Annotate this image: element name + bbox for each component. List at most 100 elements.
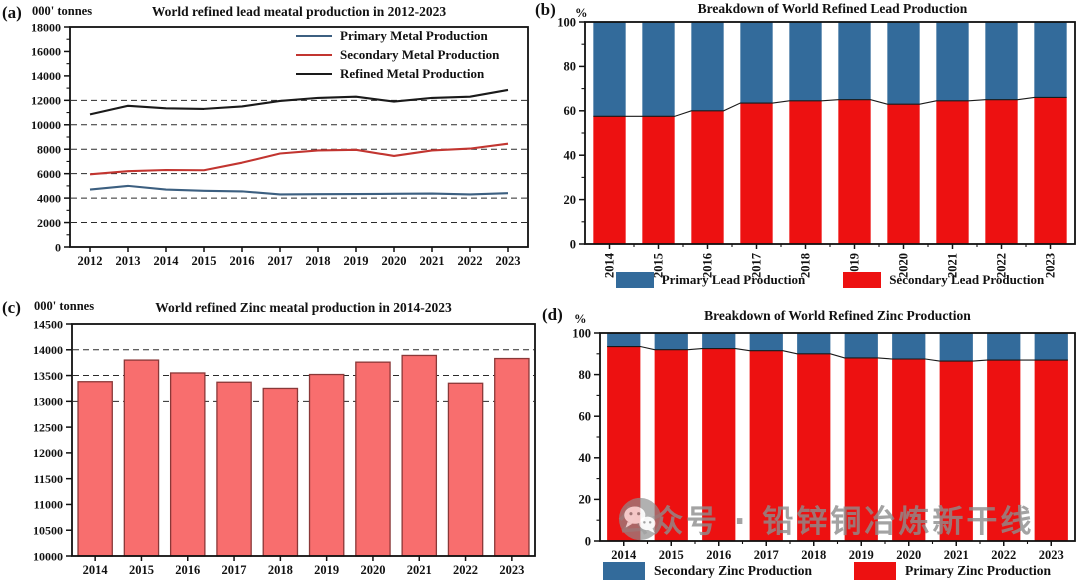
chart-d-legend: Secondary Zinc Production Primary Zinc P… (576, 562, 1078, 580)
bar (77, 381, 113, 557)
svg-text:2014: 2014 (154, 254, 180, 268)
svg-text:6000: 6000 (37, 167, 61, 181)
bar-top-segment (797, 333, 831, 354)
bar-bottom-segment (887, 104, 920, 244)
svg-text:2023: 2023 (1044, 253, 1058, 278)
svg-text:2016: 2016 (230, 254, 255, 268)
legend-color-swatch (602, 562, 645, 580)
svg-text:0: 0 (55, 240, 61, 254)
svg-text:2016: 2016 (175, 563, 200, 577)
bar-top-segment (749, 333, 783, 351)
series-line (89, 184, 509, 196)
svg-text:2021: 2021 (946, 253, 960, 278)
bar (401, 354, 438, 557)
svg-text:2017: 2017 (750, 253, 764, 278)
y-axis-unit-label: 000' tonnes (34, 299, 95, 313)
bar-bottom-segment (593, 116, 626, 244)
svg-text:2018: 2018 (268, 563, 293, 577)
bars (77, 354, 530, 557)
y-axis-unit-label: % (575, 6, 588, 20)
bar-top-segment (702, 333, 736, 349)
svg-text:2014: 2014 (83, 563, 109, 577)
bar-bottom-segment (702, 348, 736, 541)
bar (447, 382, 484, 557)
axis-frame: 10000 10500 11000 11500 12000 12500 13000 13500… (33, 317, 536, 577)
svg-text:80: 80 (579, 368, 592, 382)
svg-text:2022: 2022 (991, 548, 1016, 562)
svg-text:2022: 2022 (995, 253, 1009, 278)
y-axis-unit-label: 000' tonnes (32, 4, 93, 18)
svg-text:2013: 2013 (116, 254, 141, 268)
svg-text:18000: 18000 (31, 20, 61, 34)
panel-tag: (c) (2, 298, 21, 317)
svg-text:40: 40 (579, 451, 592, 465)
svg-text:11500: 11500 (34, 472, 63, 486)
svg-text:2020: 2020 (897, 253, 911, 278)
svg-text:2000: 2000 (37, 216, 61, 230)
chart-title: Breakdown of World Refined Lead Producti… (697, 1, 968, 16)
axis-frame: 0 20 40 60 80 100 2014 2015 2016 2017 2018 2019 2020… (557, 15, 1076, 278)
svg-text:2015: 2015 (129, 563, 154, 577)
svg-text:2018: 2018 (306, 254, 331, 268)
svg-text:2017: 2017 (222, 563, 247, 577)
panel-tag: (a) (2, 3, 22, 22)
series-line (89, 88, 509, 116)
bar-bottom-segment (987, 360, 1021, 541)
chart-title: World refined Zinc meatal production in … (155, 300, 452, 315)
svg-text:2023: 2023 (496, 254, 521, 268)
bar-chart: 10000 10500 11000 11500 12000 12500 13000 13500… (33, 317, 536, 577)
svg-text:10000: 10000 (31, 118, 61, 132)
svg-text:2023: 2023 (1039, 548, 1064, 562)
svg-text:2015: 2015 (652, 253, 666, 278)
svg-text:2021: 2021 (407, 563, 432, 577)
legend-item: Secondary Metal Production (296, 47, 499, 63)
svg-text:2019: 2019 (314, 563, 339, 577)
svg-text:4000: 4000 (37, 191, 61, 205)
svg-text:100: 100 (557, 15, 576, 29)
bar-top-segment (642, 22, 675, 117)
legend-label: Primary Lead Production (661, 272, 806, 287)
bar-bottom-segment (1034, 360, 1068, 541)
bar (262, 387, 299, 557)
legend-label: Secondary Metal Production (340, 47, 500, 62)
bar-top-segment (607, 333, 641, 347)
svg-text:20: 20 (579, 493, 592, 507)
chart-b-legend: Primary Lead Production Secondary Lead P… (583, 272, 1077, 288)
bar-top-segment (939, 333, 973, 362)
svg-text:2014: 2014 (603, 252, 617, 278)
legend-color-swatch (843, 272, 882, 288)
svg-text:20: 20 (564, 193, 577, 207)
panel-tag: (b) (535, 0, 556, 19)
bar-top-segment (1034, 333, 1068, 361)
gridlines (71, 99, 527, 224)
bar-bottom-segment (642, 116, 675, 244)
bar-top-segment (593, 22, 626, 117)
bar-top-segment (985, 22, 1018, 100)
panel-a-lead-line-chart: (a) 000' tonnes World refined lead meata… (0, 0, 535, 292)
svg-text:2019: 2019 (849, 548, 874, 562)
bar-top-segment (691, 22, 724, 111)
legend-label: Primary Metal Production (340, 28, 488, 43)
legend-label: Secondary Lead Production (889, 272, 1045, 287)
legend-item: Primary Zinc Production (854, 562, 1051, 580)
svg-text:2020: 2020 (896, 548, 921, 562)
legend-line-swatch (296, 53, 332, 57)
bar-top-segment (654, 333, 688, 350)
chart-title: Breakdown of World Refined Zinc Producti… (704, 308, 971, 323)
svg-text:10500: 10500 (33, 524, 63, 538)
svg-text:0: 0 (585, 534, 591, 548)
bar (494, 357, 530, 557)
bar-bottom-segment (607, 346, 641, 541)
connector-line (593, 96, 1067, 117)
y-axis-unit-label: % (574, 312, 587, 326)
svg-text:12500: 12500 (33, 420, 63, 434)
legend-color-swatch (854, 562, 896, 580)
panel-b-lead-stacked-chart: (b) % Breakdown of World Refined Lead Pr… (535, 0, 1080, 303)
svg-text:60: 60 (579, 410, 592, 424)
svg-text:13000: 13000 (33, 395, 63, 409)
legend-color-swatch (615, 272, 654, 288)
legend-item: Primary Metal Production (296, 28, 499, 44)
svg-text:2020: 2020 (382, 254, 407, 268)
svg-text:2020: 2020 (360, 563, 385, 577)
bar-bottom-segment (749, 350, 783, 541)
